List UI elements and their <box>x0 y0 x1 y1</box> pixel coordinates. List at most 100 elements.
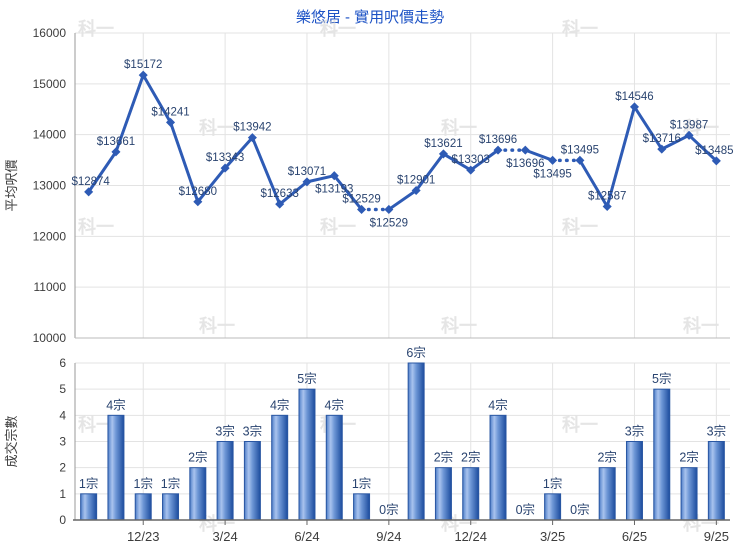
watermark: 科一 <box>441 117 477 138</box>
price-point[interactable] <box>302 177 312 187</box>
deal-count-label: 4宗 <box>106 397 125 412</box>
y-tick-label: 4 <box>59 408 66 422</box>
watermark: 科一 <box>562 414 598 435</box>
deal-bar[interactable] <box>680 467 698 521</box>
deal-count-label: 1宗 <box>161 476 180 491</box>
price-point-label: $14241 <box>151 106 189 118</box>
watermark: 科一 <box>78 216 114 237</box>
deal-count-label: 3宗 <box>707 424 726 439</box>
deal-bar[interactable] <box>544 493 562 521</box>
deal-bar[interactable] <box>162 493 180 521</box>
watermark: 科一 <box>562 18 598 39</box>
deal-count-label: 4宗 <box>325 397 344 412</box>
deal-count-label: 1宗 <box>79 476 98 491</box>
y-tick-label: 16000 <box>33 26 67 40</box>
price-point[interactable] <box>138 70 148 80</box>
watermark: 科一 <box>199 117 235 138</box>
price-point[interactable] <box>111 147 121 157</box>
price-point-label: $13071 <box>288 166 326 178</box>
price-point-label: $12529 <box>342 193 380 205</box>
deal-count-label: 5宗 <box>652 371 671 386</box>
price-point[interactable] <box>520 145 530 155</box>
watermark: 科一 <box>320 18 356 39</box>
price-point[interactable] <box>165 117 176 127</box>
deal-bar[interactable] <box>489 414 507 521</box>
deal-count-label: 3宗 <box>625 424 644 439</box>
deal-bar[interactable] <box>107 414 125 521</box>
watermark: 科一 <box>683 315 719 336</box>
y-axis-title-deals: 成交宗數 <box>4 415 19 467</box>
price-point-label: $13485 <box>695 145 733 157</box>
y-tick-label: 10000 <box>33 331 67 345</box>
watermark: 科一 <box>320 216 356 237</box>
y-tick-label: 11000 <box>34 280 67 294</box>
price-point-label: $13987 <box>670 119 708 131</box>
x-tick-label: 6/25 <box>622 529 647 544</box>
deal-bar[interactable] <box>353 493 371 521</box>
deal-count-label: 2宗 <box>461 450 480 465</box>
y-tick-label: 0 <box>59 513 66 527</box>
y-tick-label: 2 <box>59 461 66 475</box>
chart-title: 樂悠居 - 實用呎價走勢 <box>295 9 445 26</box>
deal-bar[interactable] <box>625 441 643 521</box>
deal-bar[interactable] <box>189 467 207 521</box>
deal-bar[interactable] <box>216 441 234 521</box>
deal-bar[interactable] <box>653 388 671 521</box>
price-point-label: $12874 <box>71 176 110 188</box>
deal-count-label: 6宗 <box>406 345 425 360</box>
price-point-label: $13193 <box>315 184 353 196</box>
deal-count-label: 1宗 <box>134 476 153 491</box>
deal-bar[interactable] <box>134 493 152 521</box>
deal-bar[interactable] <box>80 493 98 521</box>
price-point[interactable] <box>384 204 394 214</box>
deal-bar[interactable] <box>271 414 289 521</box>
price-point-label: $13942 <box>233 122 271 134</box>
deal-count-label: 2宗 <box>434 450 453 465</box>
watermark: 科一 <box>78 414 114 435</box>
deal-count-label: 3宗 <box>243 424 262 439</box>
x-tick-label: 12/23 <box>127 529 160 544</box>
y-tick-label: 15000 <box>33 77 67 91</box>
x-tick-label: 6/24 <box>294 529 319 544</box>
price-point-label: $12529 <box>370 217 408 229</box>
price-point[interactable] <box>575 155 585 165</box>
y-tick-label: 14000 <box>33 128 67 142</box>
price-point-label: $12901 <box>397 175 435 187</box>
deal-count-label: 1宗 <box>543 476 562 491</box>
deal-bar[interactable] <box>707 441 725 521</box>
deal-bar[interactable] <box>598 467 616 521</box>
y-axis-title-price: 平均呎價 <box>4 159 19 211</box>
price-point-label: $12680 <box>179 186 217 198</box>
price-point[interactable] <box>657 144 667 154</box>
price-point[interactable] <box>193 197 203 207</box>
price-point[interactable] <box>84 187 94 197</box>
price-point-label: $13343 <box>206 152 244 164</box>
price-point-label: $13495 <box>561 144 599 156</box>
price-point[interactable] <box>548 155 558 165</box>
deal-bar[interactable] <box>434 467 452 521</box>
y-tick-label: 6 <box>59 356 66 370</box>
price-point-label: $14546 <box>615 91 653 103</box>
x-tick-label: 12/24 <box>454 529 487 544</box>
x-tick-label: 9/24 <box>376 529 401 544</box>
price-point-label: $13696 <box>506 158 544 170</box>
deal-count-label: 1宗 <box>352 476 371 491</box>
deal-count-label: 2宗 <box>679 450 698 465</box>
deal-bar[interactable] <box>462 467 480 521</box>
y-tick-label: 13000 <box>33 179 67 193</box>
deal-count-label: 4宗 <box>488 397 507 412</box>
price-point-label: $13303 <box>452 154 490 166</box>
deal-bar[interactable] <box>325 414 343 521</box>
price-point-label: $12633 <box>261 188 299 200</box>
price-point-label: $12587 <box>588 190 626 202</box>
x-tick-label: 3/24 <box>212 529 237 544</box>
deal-bar[interactable] <box>407 362 425 521</box>
price-point[interactable] <box>466 165 476 175</box>
x-tick-label: 3/25 <box>540 529 565 544</box>
deal-bar[interactable] <box>298 388 316 521</box>
watermark: 科一 <box>199 315 235 336</box>
deal-count-label: 0宗 <box>570 502 589 517</box>
deal-bar[interactable] <box>243 441 261 521</box>
